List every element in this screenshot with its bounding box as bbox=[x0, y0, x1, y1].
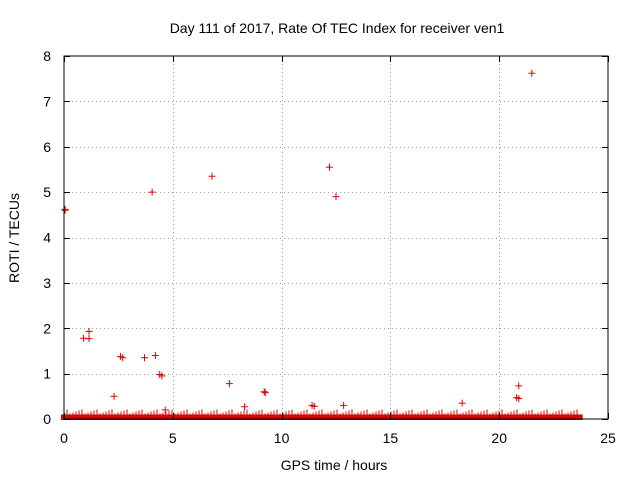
data-point bbox=[515, 382, 523, 390]
data-point bbox=[528, 69, 536, 77]
data-point bbox=[85, 327, 93, 335]
y-tick-label: 7 bbox=[43, 93, 51, 109]
data-points bbox=[61, 69, 536, 414]
data-point bbox=[515, 395, 523, 403]
data-point bbox=[119, 354, 127, 362]
chart-title: Day 111 of 2017, Rate Of TEC Index for r… bbox=[170, 20, 505, 36]
data-point bbox=[241, 403, 249, 411]
baseline-band-fill bbox=[61, 414, 583, 420]
data-point bbox=[158, 372, 166, 380]
y-tick-label: 4 bbox=[43, 230, 51, 246]
data-point bbox=[261, 389, 269, 397]
baseline-band bbox=[61, 409, 583, 420]
y-tick-label: 0 bbox=[43, 411, 51, 427]
y-tick-label: 1 bbox=[43, 366, 51, 382]
x-tick-label: 0 bbox=[60, 430, 68, 446]
y-tick-label: 6 bbox=[43, 139, 51, 155]
y-tick-label: 2 bbox=[43, 320, 51, 336]
x-tick-label: 5 bbox=[169, 430, 177, 446]
grid bbox=[64, 56, 608, 419]
y-axis-label: ROTI / TECUs bbox=[6, 193, 22, 283]
data-point bbox=[148, 188, 156, 196]
x-tick-label: 10 bbox=[274, 430, 290, 446]
data-point bbox=[208, 172, 216, 180]
y-tick-label: 3 bbox=[43, 275, 51, 291]
data-point bbox=[260, 388, 268, 396]
data-point bbox=[340, 401, 348, 409]
data-point bbox=[225, 380, 233, 388]
data-point bbox=[161, 406, 169, 414]
data-point bbox=[332, 193, 340, 201]
data-point bbox=[151, 351, 159, 359]
data-point bbox=[141, 354, 149, 362]
data-point bbox=[310, 402, 318, 410]
plot-frame bbox=[63, 55, 609, 420]
y-tick-label: 5 bbox=[43, 184, 51, 200]
y-tick-labels: 0 1 2 3 4 5 6 7 8 bbox=[43, 48, 51, 427]
data-point bbox=[85, 335, 93, 343]
x-tick-label: 15 bbox=[383, 430, 399, 446]
data-point bbox=[61, 206, 69, 214]
x-tick-labels: 0 5 10 15 20 25 bbox=[60, 430, 616, 446]
data-point bbox=[458, 399, 466, 407]
x-axis-label: GPS time / hours bbox=[281, 457, 388, 473]
y-tick-label: 8 bbox=[43, 48, 51, 64]
x-tick-label: 25 bbox=[600, 430, 616, 446]
data-point bbox=[110, 392, 118, 400]
data-point bbox=[325, 163, 333, 171]
axis-ticks bbox=[64, 56, 609, 420]
x-tick-label: 20 bbox=[491, 430, 507, 446]
